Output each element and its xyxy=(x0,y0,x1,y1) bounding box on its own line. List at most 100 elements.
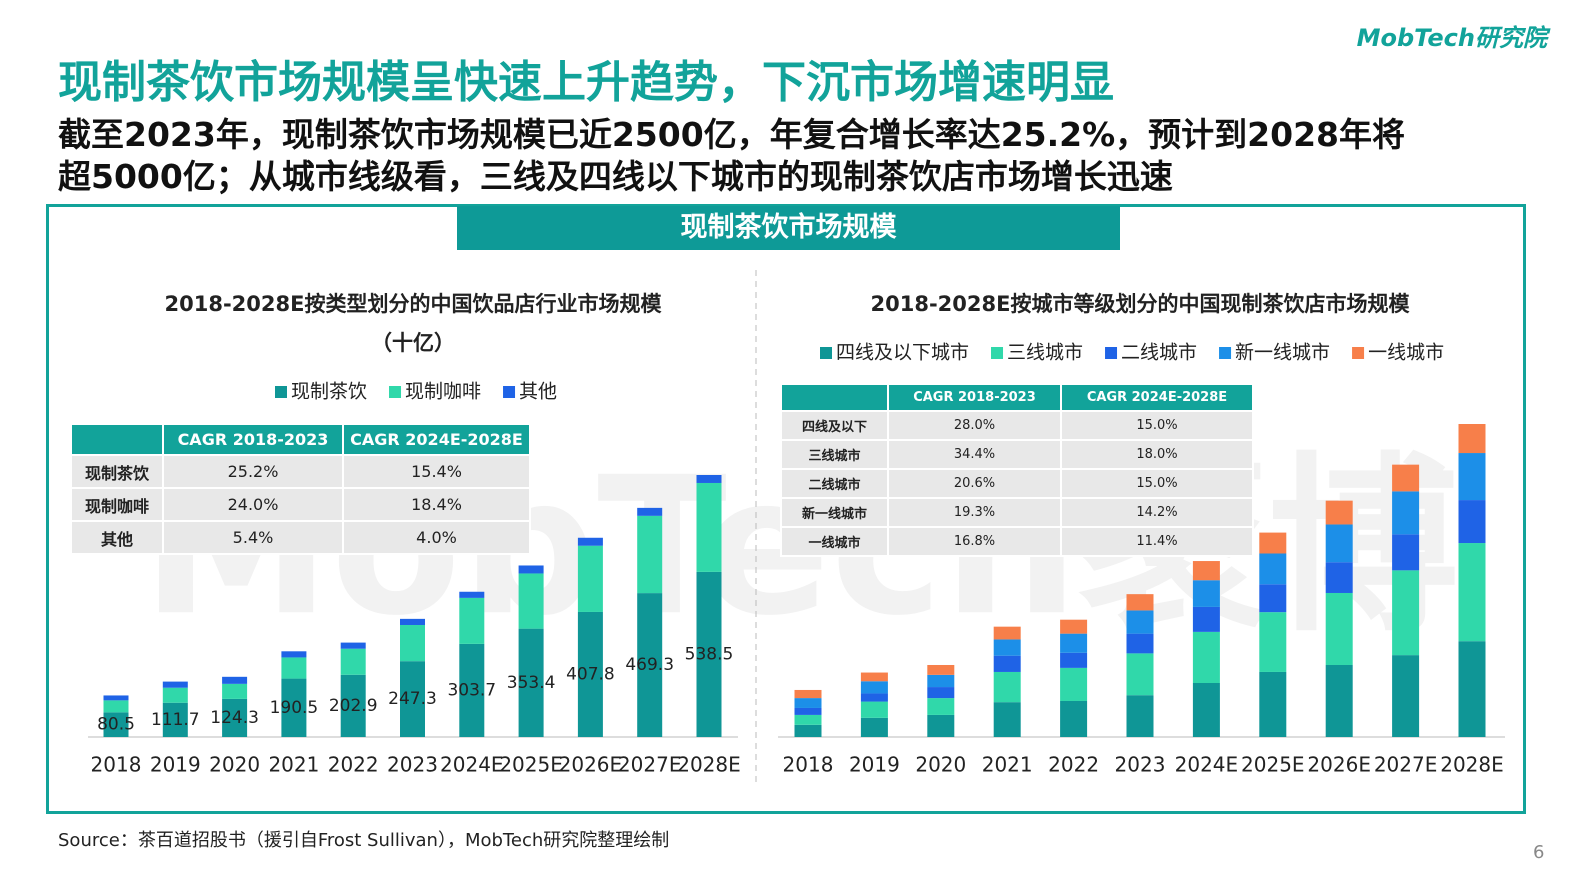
bar-segment xyxy=(577,545,603,612)
x-tick-label: 2026E xyxy=(559,753,623,777)
header-cell: CAGR 2024E-2028E xyxy=(342,423,531,456)
bar-segment xyxy=(993,702,1021,737)
row-header: 其他 xyxy=(70,520,164,555)
bar-segment xyxy=(1192,580,1220,607)
subtitle: 截至2023年，现制茶饮市场规模已近2500亿，年复合增长率达25.2%，预计到… xyxy=(58,115,1406,154)
legend-label: 其他 xyxy=(519,381,557,403)
x-tick-label: 2028E xyxy=(1440,753,1504,777)
x-tick-label: 2022 xyxy=(1048,753,1099,777)
cell: 18.4% xyxy=(342,487,531,522)
bar-segment xyxy=(1259,532,1287,554)
bar-segment xyxy=(1458,500,1486,544)
bar-segment xyxy=(1192,561,1220,581)
cell: 11.4% xyxy=(1060,526,1254,557)
data-label: 469.3 xyxy=(625,655,674,675)
bar-segment xyxy=(637,507,663,516)
bar-segment xyxy=(1392,655,1420,737)
bar-segment xyxy=(1259,553,1287,585)
bar-segment xyxy=(637,515,663,594)
legend-label: 四线及以下城市 xyxy=(836,342,969,364)
bar-segment xyxy=(577,537,603,546)
bar-segment xyxy=(162,687,188,703)
data-label: 111.7 xyxy=(151,710,200,730)
data-label: 303.7 xyxy=(447,680,496,700)
bar-segment xyxy=(162,702,188,737)
chart-title: 2018-2028E按类型划分的中国饮品店行业市场规模 xyxy=(165,292,663,316)
bar-segment xyxy=(1259,584,1287,613)
bar-segment xyxy=(340,642,366,649)
cell: 28.0% xyxy=(887,410,1062,441)
bar-segment xyxy=(1126,633,1154,654)
logo: MobTech研究院 xyxy=(1356,24,1547,52)
bar-segment xyxy=(103,712,129,737)
x-tick-label: 2018 xyxy=(91,753,142,777)
bar-segment xyxy=(860,717,888,737)
legend-label: 二线城市 xyxy=(1121,342,1197,364)
title: 现制茶饮市场规模呈快速上升趋势，下沉市场增速明显 xyxy=(58,57,1114,108)
x-tick-label: 2020 xyxy=(915,753,966,777)
x-tick-label: 2026E xyxy=(1307,753,1371,777)
legend-swatch xyxy=(1219,347,1232,359)
header-cell: CAGR 2024E-2028E xyxy=(1060,383,1254,412)
bar-segment xyxy=(400,618,425,625)
row-header: 现制咖啡 xyxy=(70,487,164,522)
bar-segment xyxy=(1392,491,1420,535)
bar-segment xyxy=(1060,633,1088,653)
bar-segment xyxy=(459,643,485,737)
x-tick-label: 2019 xyxy=(849,753,900,777)
x-tick-label: 2019 xyxy=(150,753,201,777)
x-tick-label: 2022 xyxy=(328,753,379,777)
legend-swatch xyxy=(991,347,1004,359)
data-label: 538.5 xyxy=(685,644,734,664)
legend-label: 现制咖啡 xyxy=(405,381,481,403)
legend-label: 新一线城市 xyxy=(1235,342,1330,364)
source: Source：茶百道招股书（援引自Frost Sullivan），MobTech… xyxy=(58,830,670,851)
legend-swatch xyxy=(1352,347,1365,359)
bar-segment xyxy=(1458,453,1486,501)
cell: 18.0% xyxy=(1060,439,1254,470)
header-cell xyxy=(780,383,889,412)
cell: 24.0% xyxy=(162,487,344,522)
legend-label: 三线城市 xyxy=(1007,342,1083,364)
row-header: 现制茶饮 xyxy=(70,454,164,489)
data-label: 80.5 xyxy=(97,715,135,735)
header-cell: CAGR 2018-2023 xyxy=(162,423,344,456)
bar-segment xyxy=(1325,592,1353,665)
bar-segment xyxy=(459,591,485,598)
bar-segment xyxy=(518,565,544,574)
bar-segment xyxy=(860,681,888,694)
bar-segment xyxy=(162,681,188,688)
bar-segment xyxy=(103,700,129,713)
chart-unit: （十亿） xyxy=(371,331,455,355)
bar-segment xyxy=(1392,570,1420,656)
data-label: 353.4 xyxy=(507,673,556,693)
legend-swatch xyxy=(275,386,287,398)
bar-segment xyxy=(794,698,822,708)
x-tick-label: 2023 xyxy=(1115,753,1166,777)
row-header: 四线及以下 xyxy=(780,410,889,441)
bar-segment xyxy=(1259,612,1287,672)
legend-label: 一线城市 xyxy=(1368,342,1444,364)
panel-title: 现制茶饮市场规模 xyxy=(457,206,1120,250)
x-tick-label: 2024E xyxy=(440,753,504,777)
bar-segment xyxy=(860,672,888,682)
header-cell xyxy=(70,423,164,456)
bar-segment xyxy=(927,687,955,699)
cell: 20.6% xyxy=(887,468,1062,499)
bar-segment xyxy=(927,674,955,688)
bar-segment xyxy=(1126,653,1154,696)
bar-segment xyxy=(860,693,888,702)
bar-segment xyxy=(281,678,307,737)
header-cell: CAGR 2018-2023 xyxy=(887,383,1062,412)
cell: 34.4% xyxy=(887,439,1062,470)
legend-swatch xyxy=(820,347,832,359)
x-tick-label: 2025E xyxy=(1241,753,1305,777)
bar-segment xyxy=(1325,664,1353,737)
bar-segment xyxy=(1392,534,1420,571)
row-header: 三线城市 xyxy=(780,439,889,470)
subtitle: 超5000亿；从城市线级看，三线及四线以下城市的现制茶饮店市场增长迅速 xyxy=(58,157,1173,196)
bar-segment xyxy=(103,695,129,701)
bar-segment xyxy=(927,698,955,715)
bar-segment xyxy=(794,689,822,699)
bar-segment xyxy=(1060,652,1088,668)
